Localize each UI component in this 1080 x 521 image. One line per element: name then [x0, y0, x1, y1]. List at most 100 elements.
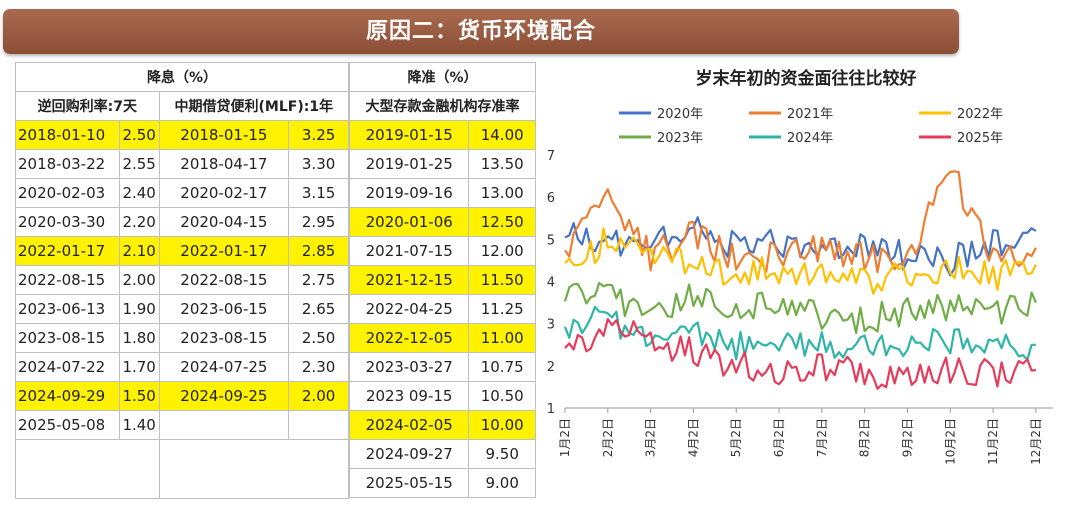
empty-cell [158, 439, 350, 499]
mlf-rate: 2.95 [288, 207, 349, 237]
rate-cut-row: 2023-08-15 1.80 2023-08-15 2.50 [15, 323, 349, 353]
rate-cut-row: 2022-01-17 2.10 2022-01-17 2.85 [15, 236, 349, 266]
mlf-date [158, 410, 290, 440]
reverse-repo-rate: 2.10 [118, 236, 160, 266]
rrr-value: 12.00 [468, 236, 536, 266]
rate-cut-empty-row [15, 439, 350, 499]
rrr-value: 11.00 [468, 323, 536, 353]
banner-title: 原因二：货币环境配合 [365, 19, 596, 44]
mlf-date: 2020-04-15 [158, 207, 290, 237]
rrr-row: 2025-05-15 9.00 [348, 468, 536, 498]
rrr-row: 2021-07-15 12.00 [348, 236, 536, 266]
mlf-rate: 3.25 [288, 120, 349, 150]
rrr-value: 13.50 [468, 149, 536, 179]
rrr-header: 降准（%） [349, 62, 536, 92]
reverse-repo-date: 2022-08-15 [15, 265, 120, 295]
y-tick-label: 7 [547, 149, 555, 164]
mlf-rate: 3.30 [288, 149, 349, 179]
rrr-date: 2021-07-15 [348, 236, 470, 266]
rrr-value: 12.50 [468, 207, 536, 237]
rrr-date: 2022-04-25 [348, 294, 470, 324]
mlf-rate [288, 410, 349, 440]
rrr-row: 2020-01-06 12.50 [348, 207, 536, 237]
legend-label: 2023年 [657, 131, 703, 146]
x-tick-label: 8月2日 [858, 418, 872, 457]
series-line-2025年 [564, 318, 1037, 390]
rrr-row: 2024-09-27 9.50 [348, 439, 536, 469]
series-line-2021年 [564, 170, 1037, 274]
rrr-date: 2019-01-25 [348, 149, 470, 179]
reverse-repo-rate: 1.80 [118, 323, 160, 353]
rrr-date: 2022-12-05 [348, 323, 470, 353]
y-tick-label: 6 [547, 191, 555, 206]
rate-cut-row: 2020-03-30 2.20 2020-04-15 2.95 [15, 207, 349, 237]
rrr-row: 2023-03-27 10.75 [348, 352, 536, 382]
y-tick-label: 2 [547, 360, 555, 375]
rrr-value: 11.50 [468, 265, 536, 295]
reverse-repo-date: 2020-03-30 [15, 207, 120, 237]
chart-title: 岁末年初的资金面往往比较好 [696, 68, 917, 89]
x-tick-label: 6月2日 [772, 418, 786, 457]
rrr-row: 2022-12-05 11.00 [348, 323, 536, 353]
section-banner: 原因二：货币环境配合 [3, 9, 959, 54]
reverse-repo-date: 2018-03-22 [15, 149, 120, 179]
x-tick-label: 12月2日 [1029, 418, 1043, 465]
legend-label: 2021年 [787, 107, 833, 122]
x-tick-label: 2月2日 [601, 418, 615, 457]
reverse-repo-date: 2020-02-03 [15, 178, 120, 208]
y-tick-label: 3 [547, 318, 555, 333]
rrr-date: 2023 09-15 [348, 381, 470, 411]
legend-label: 2020年 [657, 107, 703, 122]
reverse-repo-rate: 1.50 [118, 381, 160, 411]
mlf-rate: 2.30 [288, 352, 349, 382]
mlf-date: 2020-02-17 [158, 178, 290, 208]
reverse-repo-rate: 1.90 [118, 294, 160, 324]
series-line-2022年 [564, 227, 1037, 295]
mlf-date: 2022-08-15 [158, 265, 290, 295]
reverse-repo-date: 2024-07-22 [15, 352, 120, 382]
line-chart: 岁末年初的资金面往往比较好 2020年 2021年 2022年 2023年 2024年 2… [547, 68, 1053, 465]
rrr-row: 2023 09-15 10.50 [348, 381, 536, 411]
reverse-repo-rate: 2.00 [118, 265, 160, 295]
reverse-repo-date: 2025-05-08 [15, 410, 120, 440]
rrr-row: 2019-01-15 14.00 [348, 120, 536, 150]
rate-cut-row: 2022-08-15 2.00 2022-08-15 2.75 [15, 265, 349, 295]
rrr-date: 2025-05-15 [348, 468, 470, 498]
rrr-row: 2024-02-05 10.00 [348, 410, 536, 440]
empty-cell [15, 439, 160, 499]
rrr-value: 9.50 [468, 439, 536, 469]
reverse-repo-date: 2018-01-10 [15, 120, 120, 150]
legend-label: 2025年 [957, 131, 1003, 146]
rrr-date: 2021-12-15 [348, 265, 470, 295]
x-tick-label: 7月2日 [815, 418, 829, 457]
y-tick-label: 5 [547, 233, 555, 248]
reverse-repo-date: 2023-08-15 [15, 323, 120, 353]
rrr-row: 2019-01-25 13.50 [348, 149, 536, 179]
x-tick-label: 1月2日 [558, 418, 572, 457]
rrr-value: 13.00 [468, 178, 536, 208]
rate-cut-table: 降息（%） 逆回购利率:7天 中期借贷便利(MLF):1年 2018-01-10… [15, 62, 350, 499]
mlf-date: 2024-07-25 [158, 352, 290, 382]
reverse-repo-rate: 2.20 [118, 207, 160, 237]
rrr-value: 10.75 [468, 352, 536, 382]
rrr-row: 2022-04-25 11.25 [348, 294, 536, 324]
rate-cut-row: 2025-05-08 1.40 [15, 410, 349, 440]
mlf-rate: 2.50 [288, 323, 349, 353]
reverse-repo-date: 2023-06-13 [15, 294, 120, 324]
x-tick-label: 4月2日 [686, 418, 700, 457]
rrr-row: 2021-12-15 11.50 [348, 265, 536, 295]
reverse-repo-rate: 1.40 [118, 410, 160, 440]
rrr-value: 10.50 [468, 381, 536, 411]
series-line-2020年 [564, 216, 1037, 277]
rrr-date: 2020-01-06 [348, 207, 470, 237]
mlf-rate: 3.15 [288, 178, 349, 208]
chart-container: 岁末年初的资金面往往比较好 2020年 2021年 2022年 2023年 2024年 2… [541, 60, 1072, 511]
rrr-date: 2019-09-16 [348, 178, 470, 208]
rrr-date: 2023-03-27 [348, 352, 470, 382]
mlf-rate: 2.00 [288, 381, 349, 411]
mlf-date: 2018-01-15 [158, 120, 290, 150]
mlf-label: 中期借贷便利(MLF):1年 [158, 91, 350, 121]
reverse-repo-rate: 2.50 [118, 120, 160, 150]
rate-cut-row: 2018-03-22 2.55 2018-04-17 3.30 [15, 149, 349, 179]
reverse-repo-date: 2022-01-17 [15, 236, 120, 266]
